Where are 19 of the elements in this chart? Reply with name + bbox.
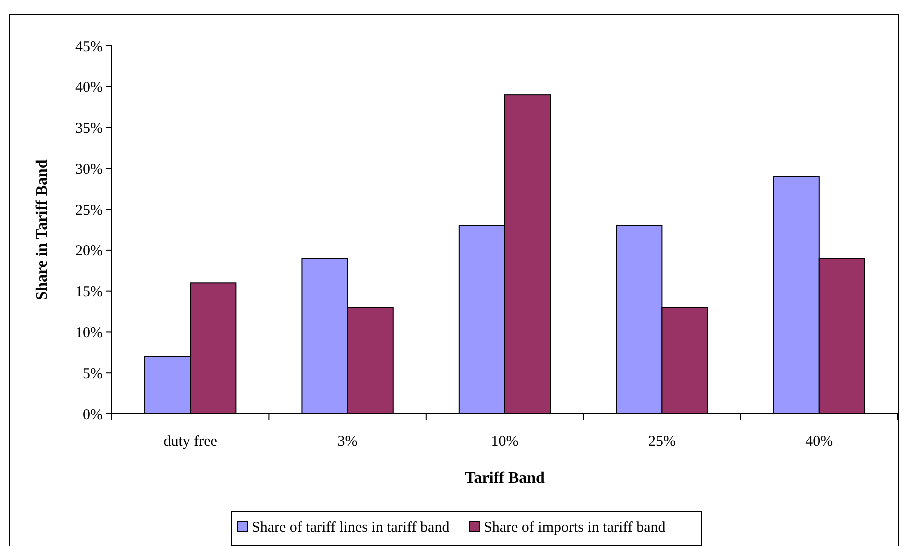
y-tick-label: 15%: [76, 284, 103, 301]
y-tick-label: 20%: [76, 244, 103, 260]
x-tick-label: 40%: [806, 434, 834, 450]
legend-label: Share of imports in tariff band: [484, 520, 666, 536]
y-tick-label: 35%: [76, 121, 103, 138]
y-tick-label: 10%: [76, 325, 103, 342]
x-axis-title: Tariff Band: [465, 470, 546, 487]
y-tick-label: 30%: [76, 162, 103, 178]
y-tick-label: 0%: [83, 407, 103, 424]
legend-label: Share of tariff lines in tariff band: [252, 520, 450, 536]
y-tick-label: 5%: [83, 366, 103, 382]
y-tick-label: 40%: [76, 80, 103, 96]
y-tick-label: 45%: [76, 39, 103, 56]
x-tick-label: duty free: [164, 434, 218, 450]
y-axis-title: Share in Tariff Band: [34, 160, 51, 300]
y-tick-label: 25%: [76, 202, 103, 219]
x-tick-label: 25%: [648, 434, 676, 450]
x-tick-label: 3%: [338, 434, 358, 450]
x-tick-label: 10%: [491, 434, 519, 450]
